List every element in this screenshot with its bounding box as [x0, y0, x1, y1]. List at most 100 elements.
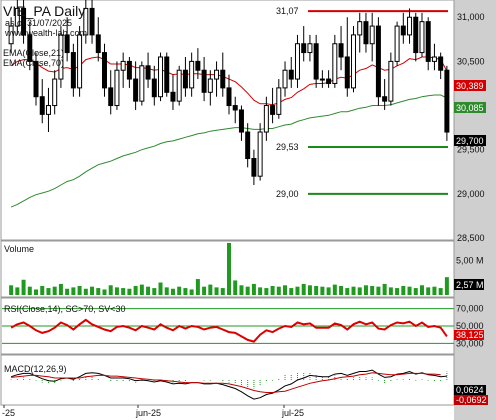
candle-body	[319, 78, 325, 81]
volume-panel: 5,00 M 2,57 M	[9, 243, 484, 295]
candle-body	[207, 78, 213, 93]
x-tick-label: jul-25	[281, 408, 304, 418]
volume-bar	[320, 286, 325, 295]
volume-tick-label: 5,00 M	[456, 255, 484, 265]
macd-panel: 0,0624-0,0692	[10, 369, 488, 405]
volume-bar	[289, 288, 294, 295]
candle-body	[326, 78, 332, 84]
candle-body	[363, 21, 369, 45]
candle-body	[201, 69, 207, 93]
candle-body	[101, 52, 107, 89]
volume-bar	[71, 287, 76, 295]
candle-body	[176, 69, 182, 102]
volume-bar	[270, 285, 275, 295]
volume-bar	[345, 288, 350, 295]
volume-bar	[351, 286, 356, 295]
volume-bar	[114, 287, 119, 295]
value-badge	[454, 102, 486, 113]
candle-body	[251, 158, 257, 177]
volume-bar	[382, 283, 387, 295]
volume-bar	[214, 287, 219, 295]
rsi-tick-label: 70,000	[456, 304, 484, 314]
candle-body	[232, 105, 238, 111]
candle-body	[332, 43, 338, 84]
panel-frame	[0, 354, 455, 406]
volume-bar	[419, 285, 424, 295]
candle-body	[77, 34, 83, 89]
price-tick-label: 28,500	[457, 233, 485, 243]
candle-body	[120, 60, 126, 71]
candle-body	[382, 96, 388, 102]
as-of-date: as of 31/07/2025	[5, 18, 72, 28]
volume-bar	[395, 288, 400, 295]
volume-bar	[301, 283, 306, 295]
chart-title: VIE_PA Daily	[3, 3, 85, 19]
volume-bar	[90, 286, 95, 295]
volume-bar	[233, 280, 238, 295]
volume-bar	[195, 279, 200, 295]
volume-bar	[432, 286, 437, 295]
candle-body	[394, 25, 400, 62]
panel-frame	[0, 240, 455, 298]
candle-body	[52, 78, 58, 107]
candle-body	[27, 34, 33, 62]
volume-bar	[34, 289, 39, 295]
candle-body	[114, 69, 120, 107]
candle-body	[375, 25, 381, 98]
right-axis-background	[454, 0, 496, 420]
candle-body	[220, 69, 226, 89]
candle-body	[226, 87, 232, 107]
value-badge-label: 30,085	[456, 103, 484, 113]
candle-body	[70, 52, 76, 89]
candle-body	[83, 7, 89, 36]
candle-body	[182, 69, 188, 89]
volume-bar	[21, 279, 26, 295]
volume-bar	[121, 288, 126, 295]
volume-bar	[326, 287, 331, 295]
candle-body	[45, 105, 51, 115]
rsi-tick-label: 30,000	[456, 338, 484, 348]
candle-body	[64, 34, 70, 54]
candle-body	[151, 78, 157, 98]
candle-body	[145, 65, 151, 80]
volume-bar	[426, 287, 431, 295]
hline-label: 31,07	[276, 6, 299, 16]
candle-body	[357, 21, 363, 36]
volume-last-label: 2,57 M	[456, 280, 484, 290]
macd-line	[10, 369, 447, 400]
volume-bar	[444, 277, 449, 295]
candle-body	[263, 105, 269, 133]
candle-body	[282, 69, 288, 89]
volume-bar	[295, 286, 300, 295]
volume-bar	[46, 288, 51, 295]
candle-body	[307, 43, 313, 54]
price-tick-label: 30,500	[457, 56, 485, 66]
volume-bar	[177, 286, 182, 295]
candle-body	[313, 43, 319, 80]
candle-body	[14, 7, 20, 27]
volume-bar	[220, 288, 225, 295]
rsi-last-badge	[454, 330, 484, 340]
rsi-tick-label: 50,000	[456, 321, 484, 331]
candle-body	[108, 87, 114, 107]
candle-body	[425, 21, 431, 62]
volume-bar	[58, 283, 63, 295]
volume-bar	[413, 288, 418, 295]
ema70-line	[10, 94, 448, 208]
x-axis: -25 jun-25 jul-25	[2, 405, 304, 418]
candle-body	[58, 34, 64, 80]
rsi-label: RSI(Close,14), SC>70, SV<30	[4, 304, 126, 314]
volume-bar	[363, 285, 368, 295]
candle-body	[369, 25, 375, 45]
volume-bar	[239, 285, 244, 295]
x-tick-label: -25	[2, 408, 15, 418]
candle-body	[276, 87, 282, 115]
volume-bar	[108, 285, 113, 295]
volume-label: Volume	[4, 244, 34, 254]
price-tick-label: 29,500	[457, 145, 485, 155]
candle-body	[33, 60, 39, 98]
volume-bar	[227, 243, 231, 295]
